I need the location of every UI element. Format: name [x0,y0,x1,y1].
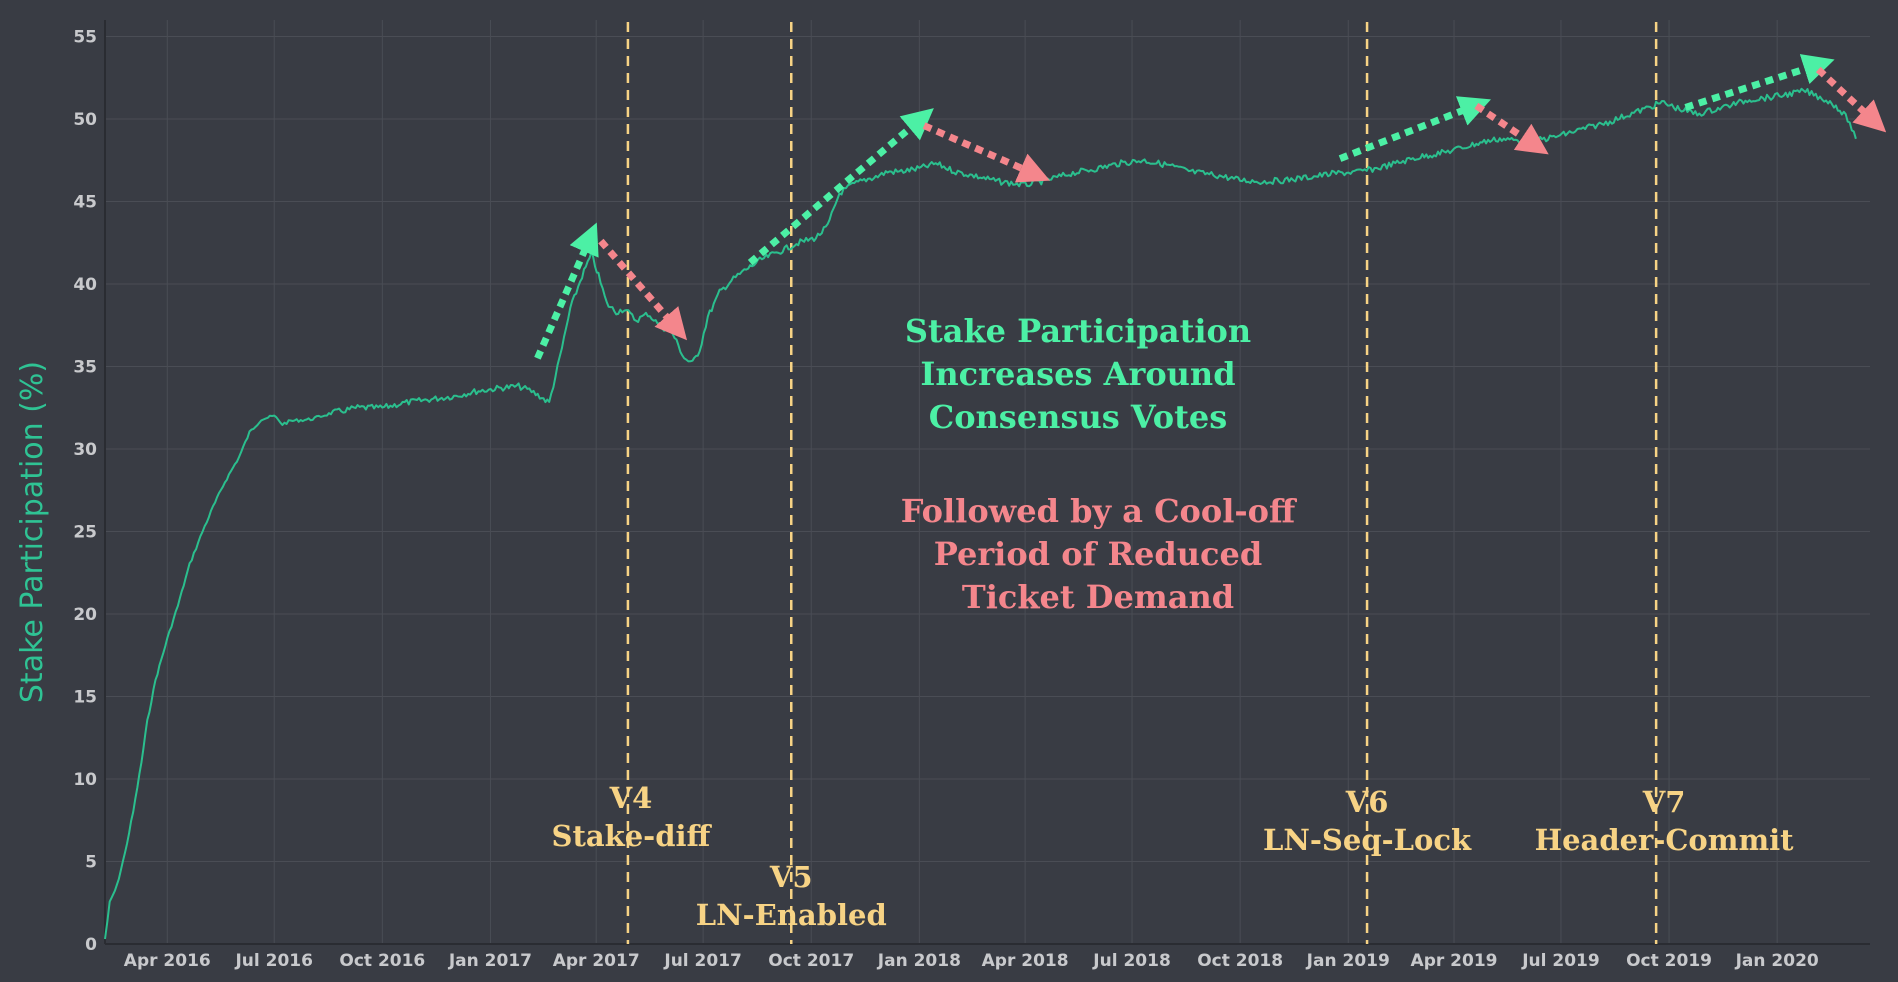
vote-version-label: V7 [1642,785,1686,819]
vote-name-label: Stake-diff [552,819,713,853]
vote-version-label: V4 [609,781,653,815]
cooloff-arrow [598,238,688,341]
y-tick-label: 45 [73,193,97,213]
cooloff-arrow [922,122,1051,183]
x-tick-label: Jan 2019 [1306,951,1390,971]
x-tick-label: Apr 2016 [124,951,211,971]
y-tick-label: 30 [73,440,97,460]
x-tick-label: Oct 2018 [1197,951,1283,971]
y-tick-label: 10 [73,770,97,790]
axes [104,20,1870,945]
annotation-labels: V4 Stake-diff V5 LN-Enabled V6 LN-Seq-Lock V7 H… [552,312,1795,932]
y-tick-label: 55 [73,28,97,48]
subheadline-text: Period of Reduced [934,535,1263,573]
arrow-layer [534,54,1887,360]
x-tick-label: Jan 2020 [1735,951,1819,971]
increase-arrow [1684,54,1835,111]
vote-name-label: LN-Enabled [696,898,887,932]
y-tick-label: 40 [73,275,97,295]
series-layer [104,87,1857,940]
grid-lines [105,20,1870,945]
x-tick-label: Apr 2019 [1411,951,1498,971]
y-tick-label: 15 [73,688,97,708]
x-tick-label: Jan 2018 [877,951,961,971]
y-tick-label: 25 [73,523,97,543]
y-tick-label: 50 [73,110,97,130]
headline-text: Consensus Votes [929,398,1228,436]
headline-text: Increases Around [920,355,1235,393]
participation-line [104,87,1857,940]
increase-arrow [534,222,599,360]
y-axis-label: Stake Participation (%) [15,361,50,703]
vote-markers [626,22,1658,944]
x-tick-label: Jul 2019 [1521,951,1600,971]
vote-version-label: V5 [769,860,813,894]
increase-arrow [1338,96,1491,162]
cooloff-arrow [1474,102,1549,155]
y-tick-label: 5 [85,853,97,873]
vote-name-label: Header-Commit [1535,823,1794,857]
x-tick-label: Apr 2017 [553,951,640,971]
headline-text: Stake Participation [905,312,1251,350]
subheadline-text: Ticket Demand [962,578,1234,616]
y-tick-label: 20 [73,605,97,625]
x-tick-label: Jul 2018 [1092,951,1171,971]
subheadline-text: Followed by a Cool-off [901,492,1297,530]
x-tick-label: Jan 2017 [448,951,532,971]
x-tick-label: Apr 2018 [982,951,1069,971]
vote-name-label: LN-Seq-Lock [1263,823,1472,857]
x-tick-label: Oct 2017 [768,951,854,971]
y-tick-label: 0 [85,935,97,955]
x-tick-label: Jul 2017 [663,951,742,971]
tick-labels: 0 5 10 15 20 25 30 35 40 45 50 55 Apr 2016 Jul 2016 Oc… [73,28,1819,972]
cooloff-arrow [1815,66,1887,133]
x-tick-label: Jul 2016 [234,951,313,971]
x-tick-label: Oct 2016 [339,951,425,971]
increase-arrow [747,108,934,266]
vote-version-label: V6 [1345,785,1389,819]
x-tick-label: Oct 2019 [1626,951,1712,971]
y-tick-label: 35 [73,358,97,378]
